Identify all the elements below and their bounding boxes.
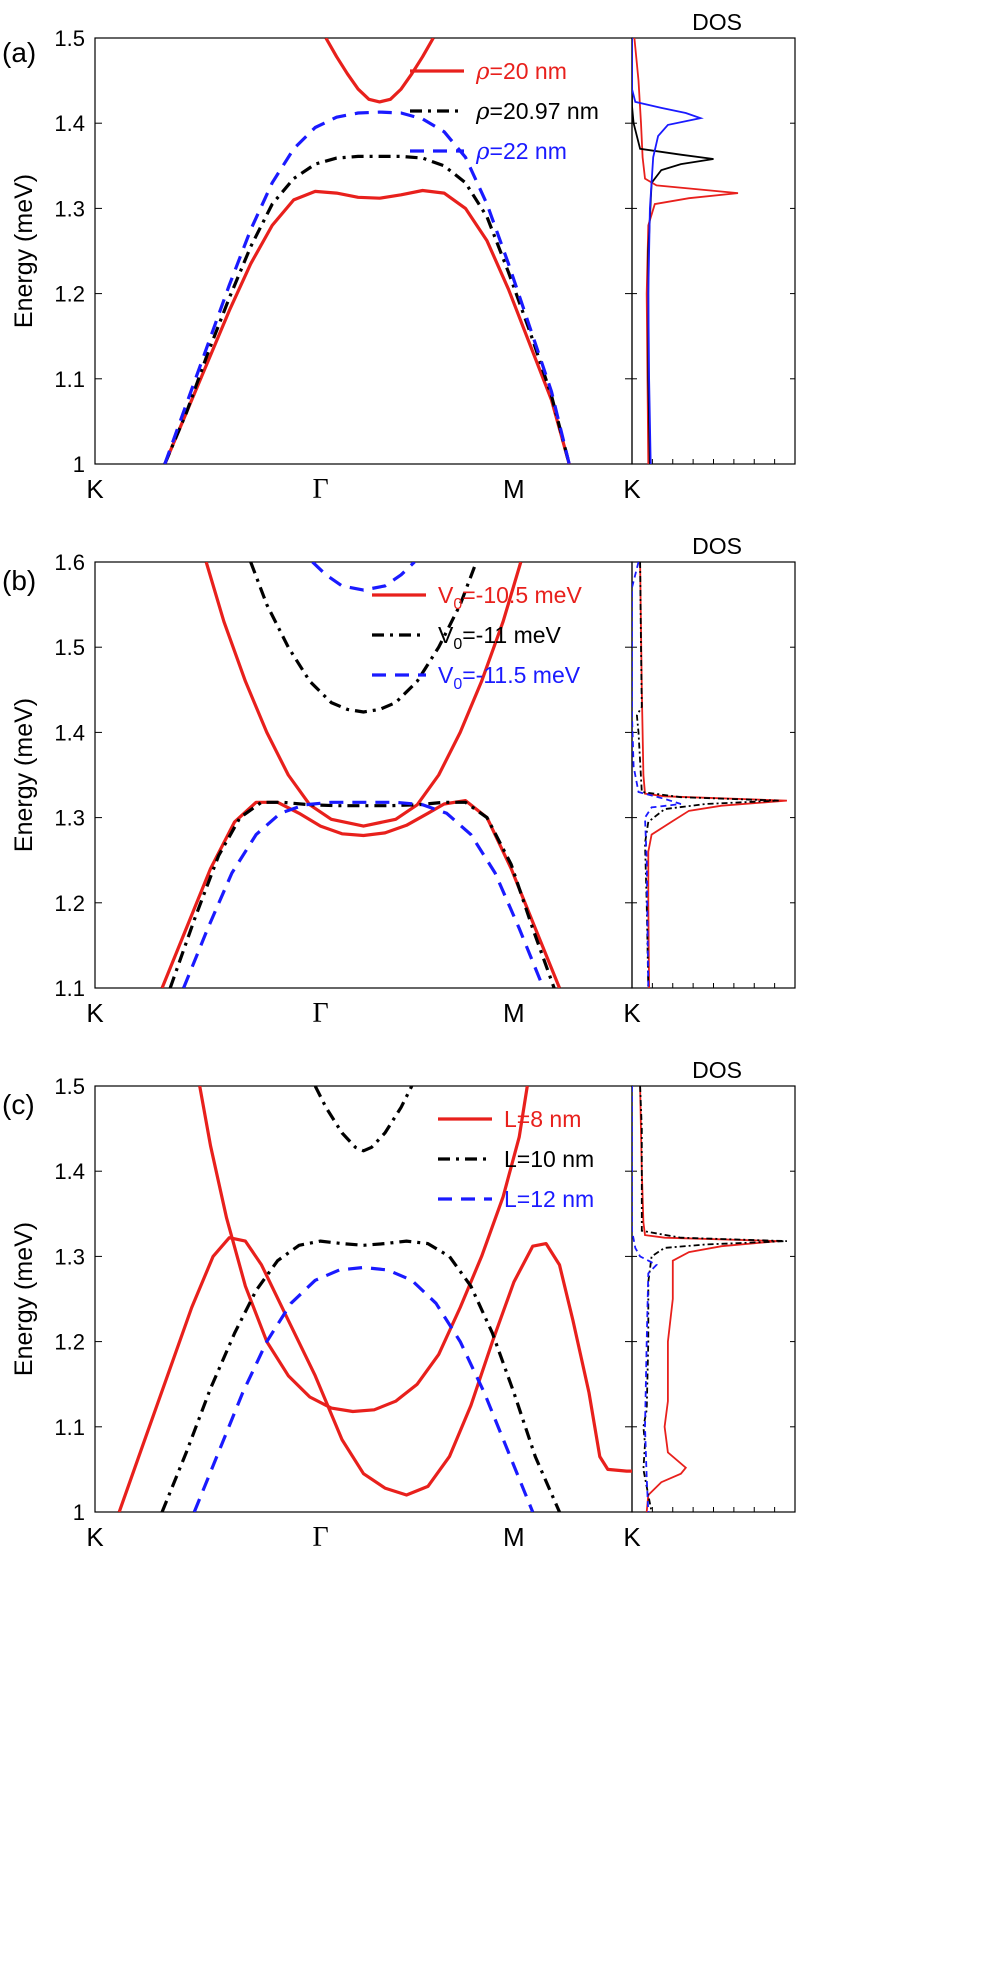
kpath-label: K [86, 1522, 104, 1552]
band-curve [313, 1086, 414, 1153]
dos-curve [632, 38, 704, 464]
band-curve [192, 1265, 535, 1512]
y-tick-label: 1.4 [54, 1159, 85, 1184]
y-tick-label: 1.2 [54, 891, 85, 916]
kpath-label: Γ [312, 474, 328, 505]
dos-curve [632, 38, 714, 464]
dos-curve [639, 562, 787, 988]
kpath-label: M [503, 998, 525, 1028]
kpath-label: M [503, 474, 525, 504]
legend-entry: ρ=20 nm [475, 58, 567, 85]
dos-axes-frame [631, 1085, 796, 1513]
y-tick-label: 1.5 [54, 635, 85, 660]
y-tick-label: 1.6 [54, 550, 85, 575]
y-tick-label: 1 [73, 1500, 85, 1525]
legend-entry: V0=-11 meV [438, 622, 562, 653]
kpath-label: M [503, 1522, 525, 1552]
y-axis-label: Energy (meV) [10, 1222, 38, 1376]
band-curve [160, 1239, 561, 1512]
dos-title: DOS [692, 533, 742, 559]
band-curve [163, 110, 571, 464]
y-tick-label: 1.5 [54, 26, 85, 51]
panel-label: (c) [2, 1089, 35, 1120]
y-tick-label: 1.1 [54, 1415, 85, 1440]
y-tick-label: 1.4 [54, 720, 85, 745]
kpath-label: K [86, 998, 104, 1028]
band-curve [198, 1086, 529, 1414]
dos-title: DOS [692, 1057, 742, 1083]
kpath-label: K [623, 1522, 641, 1552]
y-axis-label: Energy (meV) [10, 698, 38, 852]
dos-curve [635, 562, 779, 988]
panel-3: 1 1.1 1.2 1.3 1.4 1.5 Energy (meV) (c) DOS K Γ M K L=… [2, 1057, 796, 1553]
band-curve [163, 188, 571, 464]
kpath-label: K [86, 474, 104, 504]
legend-entry: V0=-11.5 meV [438, 662, 581, 693]
y-tick-label: 1.2 [54, 1330, 85, 1355]
y-tick-label: 1.3 [54, 806, 85, 831]
legend-entry: L=8 nm [504, 1106, 581, 1132]
band-curve [249, 562, 478, 714]
panel-label: (b) [2, 565, 36, 596]
y-tick-label: 1.5 [54, 1074, 85, 1099]
legend-entry: L=10 nm [504, 1146, 594, 1172]
band-curve [163, 154, 571, 464]
dos-axes-frame [631, 561, 796, 989]
dos-curve [632, 562, 682, 988]
band-curve [324, 38, 435, 104]
y-tick-label: 1.3 [54, 196, 85, 221]
dos-axes-frame [631, 37, 796, 465]
band-curve [182, 800, 545, 988]
dos-curve [633, 38, 739, 464]
legend-entry: V0=-10.5 meV [438, 582, 582, 613]
band-curve [204, 562, 523, 828]
y-tick-label: 1.3 [54, 1244, 85, 1269]
y-tick-label: 1.1 [54, 367, 85, 392]
dos-curve [632, 1086, 658, 1512]
legend-entry: L=12 nm [504, 1186, 594, 1212]
dos-curve [639, 1086, 779, 1512]
y-tick-label: 1.1 [54, 976, 85, 1001]
kpath-label: Γ [312, 998, 328, 1029]
y-axis-label: Energy (meV) [10, 174, 38, 328]
panel-1: 1 1.1 1.2 1.3 1.4 1.5 Energy (meV) (a) DOS K Γ M Kρ=… [2, 9, 796, 505]
y-tick-label: 1 [73, 452, 85, 477]
panel-label: (a) [2, 37, 36, 68]
legend-entry: ρ=20.97 nm [475, 98, 599, 125]
y-tick-label: 1.2 [54, 282, 85, 307]
dos-curve [639, 1086, 787, 1512]
legend-entry: ρ=22 nm [475, 138, 567, 165]
kpath-label: K [623, 998, 641, 1028]
kpath-label: Γ [312, 1522, 328, 1553]
band-curve [311, 562, 416, 592]
panel-2: 1.1 1.2 1.3 1.4 1.5 1.6 Energy (meV) (b) DOS K Γ M K… [2, 533, 796, 1029]
dos-title: DOS [692, 9, 742, 35]
kpath-label: K [623, 474, 641, 504]
band-curve [168, 800, 556, 988]
band-curve [117, 1236, 632, 1512]
y-tick-label: 1.4 [54, 111, 85, 136]
